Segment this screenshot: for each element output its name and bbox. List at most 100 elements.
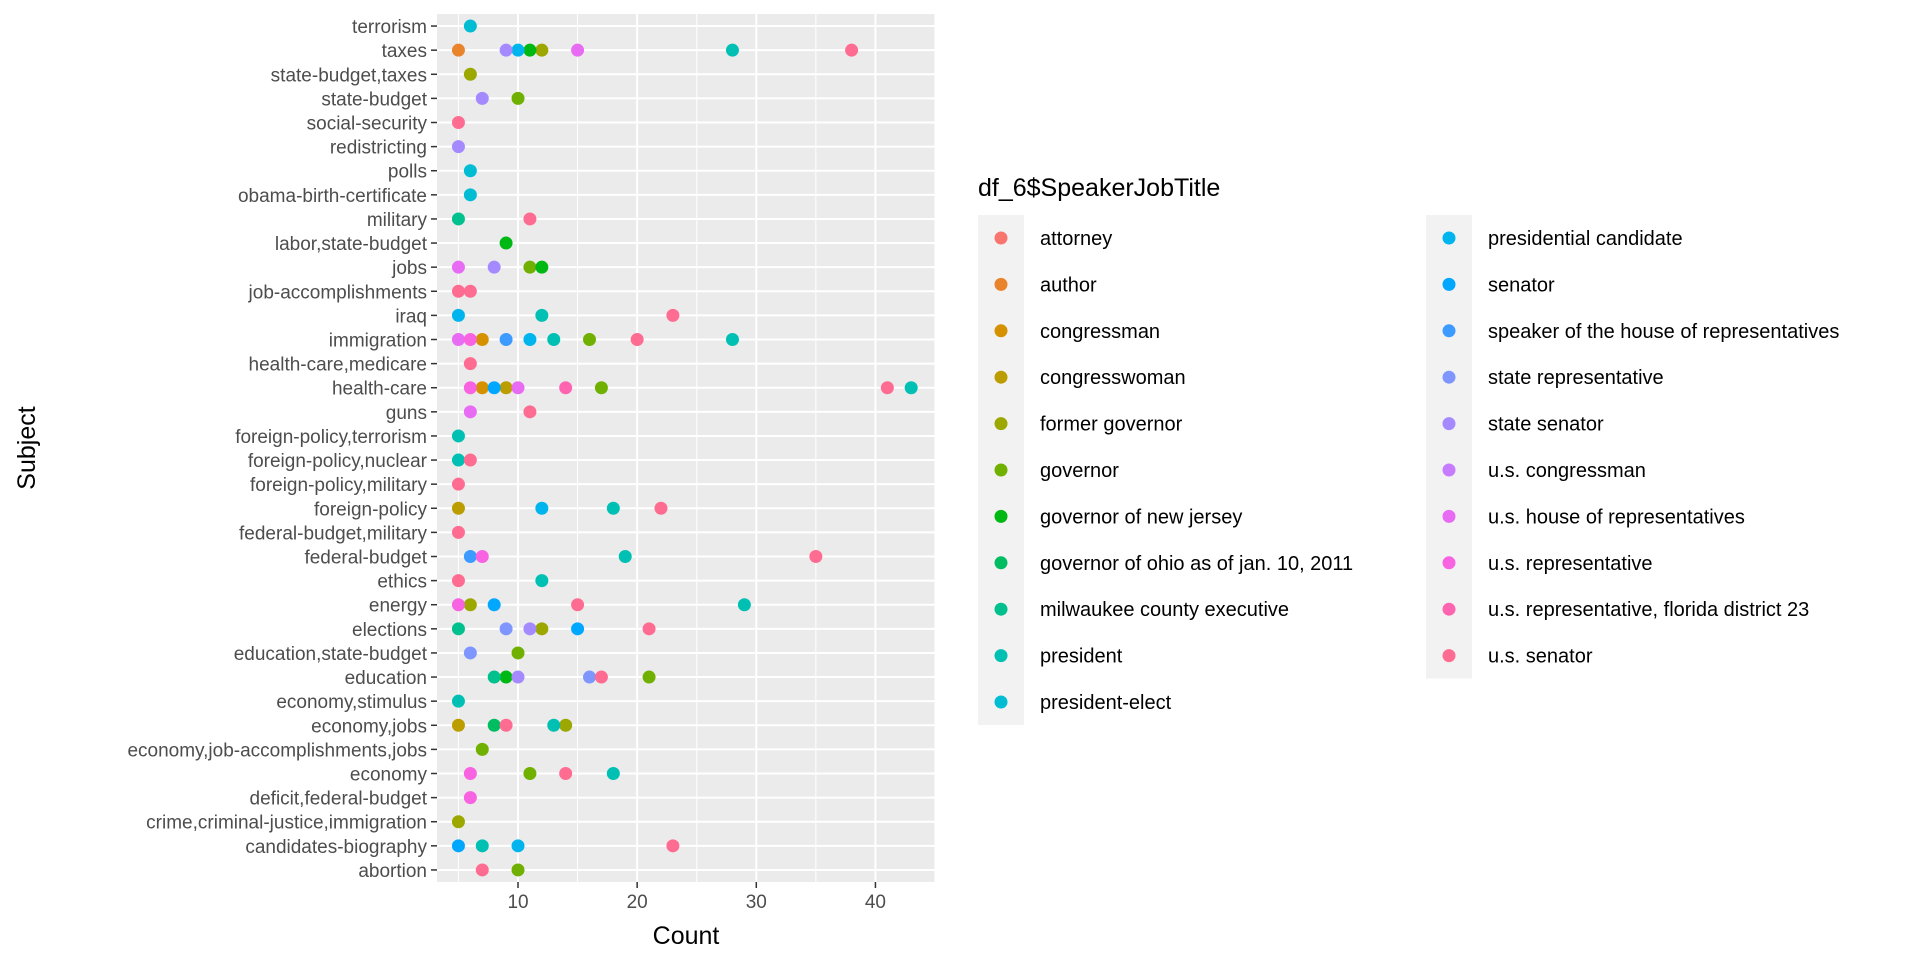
data-point (463, 381, 477, 395)
y-tick-label: health-care (332, 379, 427, 400)
data-point (451, 260, 465, 274)
data-point (451, 525, 465, 539)
legend-label: governor of ohio as of jan. 10, 2011 (1040, 553, 1353, 575)
data-point (499, 622, 513, 636)
legend-label: author (1040, 274, 1097, 296)
data-point (725, 43, 739, 57)
legend-label: congresswoman (1040, 367, 1186, 389)
legend-key (994, 463, 1008, 477)
legend-label: presidential candidate (1488, 228, 1683, 250)
data-point (535, 260, 549, 274)
data-point (451, 140, 465, 154)
data-point (463, 598, 477, 612)
legend: df_6$SpeakerJobTitle attorney author congr… (978, 174, 1839, 725)
data-point (463, 791, 477, 805)
data-point (523, 333, 537, 346)
data-point (451, 574, 465, 588)
y-tick-label: crime,criminal-justice,immigration (146, 813, 427, 834)
legend-key-background (1426, 215, 1472, 679)
legend-key (1442, 463, 1456, 477)
legend-label: president-elect (1040, 692, 1172, 714)
data-point (571, 43, 585, 57)
legend-label: u.s. senator (1488, 646, 1593, 668)
data-point (451, 501, 465, 515)
data-point (463, 333, 477, 346)
data-point (499, 670, 513, 684)
data-point (451, 116, 465, 129)
data-point (487, 260, 501, 274)
data-point (463, 646, 477, 660)
data-point (511, 91, 525, 105)
y-tick-label: labor,state-budget (275, 234, 428, 255)
data-point (511, 863, 525, 877)
x-axis: 10 20 30 40 (507, 882, 886, 913)
y-tick-label: terrorism (352, 17, 427, 38)
y-tick-label: polls (388, 162, 427, 183)
data-point (487, 718, 501, 732)
y-tick-label: health-care,medicare (249, 355, 427, 376)
data-point (523, 622, 537, 636)
legend-label: u.s. congressman (1488, 460, 1646, 482)
data-point (451, 333, 465, 346)
data-point (487, 381, 501, 395)
y-tick-label: economy,job-accomplishments,jobs (127, 740, 427, 761)
data-point (523, 43, 537, 57)
x-tick-label: 10 (507, 892, 528, 913)
y-tick-label: military (367, 210, 428, 231)
data-point (523, 260, 537, 274)
data-point (571, 622, 585, 636)
data-point (463, 284, 477, 298)
data-point (451, 308, 465, 322)
legend-key (1442, 277, 1456, 291)
y-axis: abortion candidates-biography crime,crimin… (127, 17, 437, 882)
legend-key (1442, 509, 1456, 523)
legend-label: governor of new jersey (1040, 506, 1242, 528)
legend-label: president (1040, 646, 1123, 668)
legend-label: state representative (1488, 367, 1664, 389)
y-tick-label: deficit,federal-budget (250, 789, 428, 810)
data-point (535, 622, 549, 636)
data-point (571, 598, 585, 612)
data-point (463, 550, 477, 563)
legend-key (994, 649, 1008, 663)
data-point (463, 164, 477, 178)
legend-key (1442, 370, 1456, 384)
data-point (451, 453, 465, 467)
y-tick-label: education (345, 668, 427, 689)
legend-key (994, 556, 1008, 570)
data-point (594, 381, 608, 395)
data-point (463, 357, 477, 371)
legend-label: attorney (1040, 228, 1112, 250)
data-point (511, 670, 525, 684)
data-point (559, 767, 573, 780)
y-tick-label: redistricting (330, 138, 427, 159)
y-tick-label: foreign-policy (314, 499, 427, 520)
data-point (535, 574, 549, 588)
legend-key (1442, 324, 1456, 338)
data-point (499, 236, 513, 250)
data-point (666, 839, 680, 853)
y-tick-label: education,state-budget (234, 644, 428, 665)
y-tick-label: elections (352, 620, 427, 641)
legend-label: u.s. representative (1488, 553, 1653, 575)
y-tick-label: social-security (307, 114, 428, 135)
data-point (499, 43, 513, 57)
data-point (499, 718, 513, 732)
data-point (463, 767, 477, 780)
data-point (463, 405, 477, 419)
legend-label: speaker of the house of representatives (1488, 321, 1839, 343)
y-tick-label: foreign-policy,terrorism (235, 427, 427, 448)
data-point (523, 405, 537, 419)
data-point (475, 839, 489, 853)
data-point (451, 839, 465, 853)
data-point (535, 308, 549, 322)
y-tick-label: state-budget (321, 89, 427, 110)
data-point (463, 453, 477, 467)
legend-key (994, 602, 1008, 616)
data-point (547, 718, 561, 732)
legend-label: u.s. representative, florida district 23 (1488, 599, 1809, 621)
data-point (594, 670, 608, 684)
data-point (451, 598, 465, 612)
data-point (475, 742, 489, 756)
data-point (451, 284, 465, 298)
